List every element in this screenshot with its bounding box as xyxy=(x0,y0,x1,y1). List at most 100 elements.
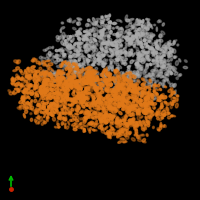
Ellipse shape xyxy=(115,97,117,99)
Ellipse shape xyxy=(60,85,62,87)
Ellipse shape xyxy=(121,27,123,32)
Ellipse shape xyxy=(101,104,104,107)
Ellipse shape xyxy=(137,71,139,75)
Ellipse shape xyxy=(171,72,173,74)
Ellipse shape xyxy=(107,84,110,88)
Ellipse shape xyxy=(135,132,138,135)
Ellipse shape xyxy=(79,96,81,99)
Ellipse shape xyxy=(148,41,149,43)
Ellipse shape xyxy=(30,113,32,115)
Ellipse shape xyxy=(154,85,157,89)
Ellipse shape xyxy=(78,58,80,61)
Ellipse shape xyxy=(147,121,149,123)
Ellipse shape xyxy=(70,85,72,87)
Ellipse shape xyxy=(97,78,99,82)
Ellipse shape xyxy=(144,51,148,53)
Ellipse shape xyxy=(93,84,95,86)
Ellipse shape xyxy=(120,32,122,35)
Ellipse shape xyxy=(168,40,171,44)
Ellipse shape xyxy=(35,109,39,110)
Ellipse shape xyxy=(51,69,54,72)
Ellipse shape xyxy=(116,88,120,90)
Ellipse shape xyxy=(145,107,149,112)
Ellipse shape xyxy=(93,116,97,120)
Ellipse shape xyxy=(43,91,47,93)
Ellipse shape xyxy=(108,21,111,23)
Ellipse shape xyxy=(146,32,149,35)
Ellipse shape xyxy=(94,129,97,131)
Ellipse shape xyxy=(146,18,148,20)
Ellipse shape xyxy=(117,46,120,48)
Ellipse shape xyxy=(176,77,178,80)
Ellipse shape xyxy=(86,112,88,114)
Ellipse shape xyxy=(80,32,81,35)
Ellipse shape xyxy=(162,117,164,119)
Ellipse shape xyxy=(110,115,112,118)
Ellipse shape xyxy=(152,54,155,56)
Ellipse shape xyxy=(118,141,122,143)
Ellipse shape xyxy=(99,113,103,114)
Ellipse shape xyxy=(132,37,134,40)
Ellipse shape xyxy=(151,50,154,53)
Ellipse shape xyxy=(90,58,93,61)
Ellipse shape xyxy=(56,74,57,78)
Ellipse shape xyxy=(144,109,146,111)
Ellipse shape xyxy=(134,26,136,28)
Ellipse shape xyxy=(152,52,155,54)
Ellipse shape xyxy=(71,98,75,102)
Ellipse shape xyxy=(84,106,85,108)
Ellipse shape xyxy=(89,77,94,80)
Ellipse shape xyxy=(27,92,31,94)
Ellipse shape xyxy=(102,111,104,113)
Ellipse shape xyxy=(103,54,104,56)
Ellipse shape xyxy=(13,78,16,82)
Ellipse shape xyxy=(123,108,124,110)
Ellipse shape xyxy=(39,105,41,107)
Ellipse shape xyxy=(50,73,52,77)
Ellipse shape xyxy=(113,114,116,116)
Ellipse shape xyxy=(156,27,158,31)
Ellipse shape xyxy=(52,104,55,107)
Ellipse shape xyxy=(105,102,108,106)
Ellipse shape xyxy=(142,51,144,53)
Ellipse shape xyxy=(88,84,92,86)
Ellipse shape xyxy=(95,24,98,26)
Ellipse shape xyxy=(170,83,173,87)
Ellipse shape xyxy=(121,101,124,105)
Ellipse shape xyxy=(66,94,69,97)
Ellipse shape xyxy=(52,95,54,98)
Ellipse shape xyxy=(144,108,148,111)
Ellipse shape xyxy=(85,92,87,94)
Ellipse shape xyxy=(45,83,47,85)
Ellipse shape xyxy=(159,88,162,91)
Ellipse shape xyxy=(152,94,154,96)
Ellipse shape xyxy=(113,89,118,91)
Ellipse shape xyxy=(71,85,73,88)
Ellipse shape xyxy=(123,87,125,90)
Ellipse shape xyxy=(98,101,103,104)
Ellipse shape xyxy=(41,90,43,92)
Ellipse shape xyxy=(25,110,28,113)
Ellipse shape xyxy=(144,38,146,42)
Ellipse shape xyxy=(169,54,172,57)
Ellipse shape xyxy=(132,74,135,75)
Ellipse shape xyxy=(166,112,168,115)
Ellipse shape xyxy=(20,85,23,87)
Ellipse shape xyxy=(160,71,163,74)
Ellipse shape xyxy=(47,101,49,104)
Ellipse shape xyxy=(101,33,104,36)
Ellipse shape xyxy=(155,60,157,62)
Ellipse shape xyxy=(146,96,150,99)
Ellipse shape xyxy=(47,84,49,87)
Ellipse shape xyxy=(73,95,76,97)
Ellipse shape xyxy=(49,93,53,97)
Ellipse shape xyxy=(92,30,95,33)
Ellipse shape xyxy=(78,84,83,86)
Ellipse shape xyxy=(68,43,71,46)
Ellipse shape xyxy=(86,91,89,94)
Ellipse shape xyxy=(76,89,79,94)
Ellipse shape xyxy=(97,86,102,89)
Ellipse shape xyxy=(163,125,165,127)
Ellipse shape xyxy=(113,107,117,110)
Ellipse shape xyxy=(52,79,55,82)
